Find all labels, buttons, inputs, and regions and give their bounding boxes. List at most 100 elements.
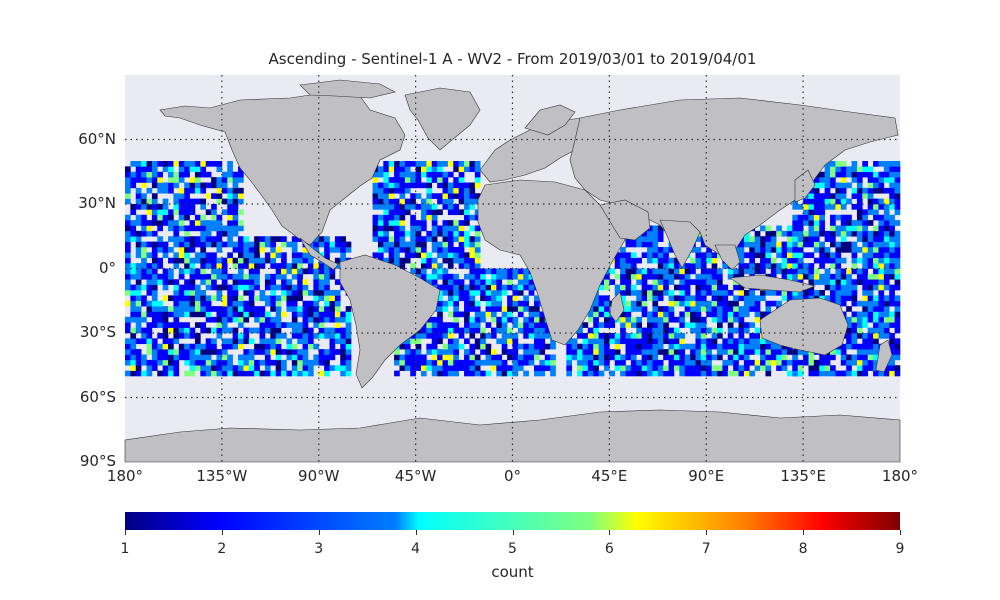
data-cell — [194, 359, 201, 366]
data-cell — [550, 359, 556, 366]
data-cell — [151, 284, 158, 291]
data-cell — [894, 370, 901, 377]
data-cell — [851, 166, 858, 173]
data-cell — [291, 365, 298, 371]
data-cell — [889, 338, 895, 345]
data-cell — [754, 349, 761, 355]
data-cell — [200, 252, 207, 259]
data-cell — [851, 338, 858, 345]
data-cell — [663, 327, 669, 334]
data-cell — [404, 177, 411, 183]
data-cell — [205, 300, 212, 307]
data-cell — [657, 365, 664, 371]
data-cell — [458, 295, 465, 302]
data-cell — [862, 349, 869, 355]
data-cell — [544, 354, 551, 361]
data-cell — [813, 365, 820, 371]
data-cell — [722, 349, 729, 355]
data-cell — [410, 370, 416, 377]
data-cell — [711, 354, 718, 361]
data-cell — [609, 279, 616, 285]
data-cell — [636, 290, 642, 296]
data-cell — [232, 230, 239, 237]
data-cell — [652, 268, 659, 275]
data-cell — [889, 290, 895, 296]
data-cell — [291, 252, 298, 259]
data-cell — [603, 349, 610, 355]
data-cell — [808, 204, 815, 210]
data-cell — [867, 241, 874, 248]
data-cell — [501, 370, 508, 377]
data-cell — [700, 306, 707, 312]
data-cell — [205, 252, 212, 259]
data-cell — [431, 273, 438, 280]
data-cell — [717, 295, 723, 302]
data-cell — [410, 171, 416, 178]
data-cell — [808, 263, 815, 269]
data-cell — [727, 327, 734, 334]
data-cell — [733, 365, 739, 371]
data-cell — [663, 247, 669, 253]
data-cell — [684, 279, 691, 285]
data-cell — [808, 225, 815, 232]
data-cell — [781, 268, 788, 275]
data-cell — [517, 273, 524, 280]
data-cell — [270, 279, 276, 285]
data-cell — [173, 349, 180, 355]
data-cell — [168, 327, 174, 334]
data-cell — [151, 166, 158, 173]
data-cell — [663, 322, 669, 328]
data-cell — [162, 354, 169, 361]
data-cell — [151, 193, 158, 199]
data-cell — [162, 359, 169, 366]
data-cell — [824, 230, 831, 237]
data-cell — [480, 316, 486, 323]
data-cell — [776, 365, 782, 371]
data-cell — [189, 370, 196, 377]
data-cell — [679, 359, 686, 366]
data-cell — [894, 306, 901, 312]
data-cell — [706, 338, 712, 345]
data-cell — [426, 177, 433, 183]
data-cell — [168, 359, 174, 366]
data-cell — [254, 311, 260, 318]
data-cell — [415, 182, 422, 189]
data-cell — [706, 311, 712, 318]
data-cell — [404, 187, 411, 194]
data-cell — [151, 198, 158, 205]
data-cell — [749, 268, 755, 275]
data-cell — [717, 354, 723, 361]
data-cell — [168, 247, 174, 253]
data-cell — [383, 193, 390, 199]
data-cell — [797, 263, 804, 269]
data-cell — [178, 295, 185, 302]
data-cell — [146, 343, 153, 350]
data-cell — [426, 252, 433, 259]
data-cell — [324, 290, 330, 296]
data-cell — [194, 349, 201, 355]
data-cell — [340, 327, 346, 334]
data-cell — [544, 343, 551, 350]
colorbar-tick-label: 3 — [314, 541, 324, 557]
data-cell — [878, 290, 885, 296]
data-cell — [388, 193, 395, 199]
data-cell — [507, 370, 513, 377]
data-cell — [431, 171, 438, 178]
data-cell — [598, 306, 605, 312]
data-cell — [641, 290, 648, 296]
data-cell — [334, 306, 341, 312]
colorbar-tick-label: 2 — [217, 541, 227, 557]
data-cell — [770, 290, 777, 296]
data-cell — [254, 370, 260, 377]
data-cell — [695, 257, 702, 264]
data-cell — [135, 273, 142, 280]
data-cell — [458, 333, 465, 339]
data-cell — [803, 252, 809, 259]
data-cell — [781, 365, 788, 371]
data-cell — [856, 230, 863, 237]
data-cell — [603, 322, 610, 328]
data-cell — [862, 225, 869, 232]
data-cell — [889, 354, 895, 361]
data-cell — [426, 166, 433, 173]
data-cell — [803, 359, 809, 366]
